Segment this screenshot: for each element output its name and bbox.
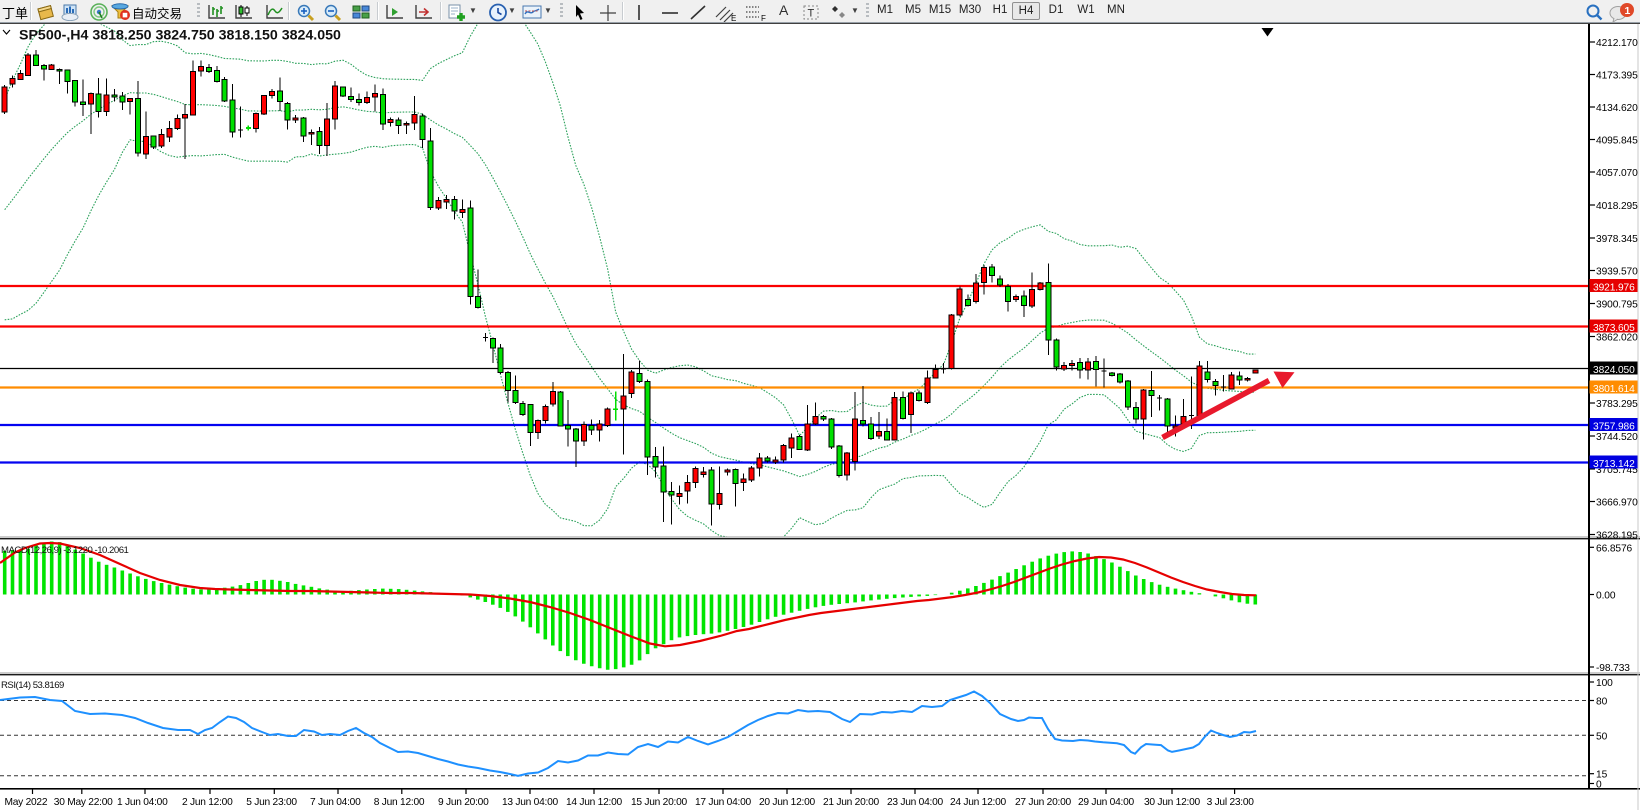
svg-text:SP500-,H4 3818.250 3824.750 3: SP500-,H4 3818.250 3824.750 3818.150 382… (19, 28, 341, 44)
svg-text:3978.345: 3978.345 (1596, 234, 1638, 245)
svg-text:1: 1 (1625, 5, 1631, 17)
svg-text:7 Jun 04:00: 7 Jun 04:00 (310, 797, 361, 808)
svg-text:20 Jun 12:00: 20 Jun 12:00 (759, 797, 815, 808)
svg-text:30 May 22:00: 30 May 22:00 (54, 797, 113, 808)
svg-text:3862.020: 3862.020 (1596, 333, 1638, 344)
svg-text:3 Jul 23:00: 3 Jul 23:00 (1207, 797, 1255, 808)
svg-text:4095.845: 4095.845 (1596, 136, 1638, 147)
svg-text:RSI(14) 53.8169: RSI(14) 53.8169 (1, 680, 64, 691)
svg-text:3824.050: 3824.050 (1593, 365, 1635, 376)
svg-text:F: F (761, 14, 766, 22)
svg-text:5 Jun 23:00: 5 Jun 23:00 (246, 797, 297, 808)
svg-text:3666.970: 3666.970 (1596, 498, 1638, 509)
svg-text:24 Jun 12:00: 24 Jun 12:00 (950, 797, 1006, 808)
svg-text:MACD(12,26,9) -3.1220 -10.2061: MACD(12,26,9) -3.1220 -10.2061 (1, 545, 129, 556)
svg-text:4018.295: 4018.295 (1596, 201, 1638, 212)
svg-text:0.00: 0.00 (1596, 591, 1616, 602)
svg-text:13 Jun 04:00: 13 Jun 04:00 (502, 797, 558, 808)
svg-text:4212.170: 4212.170 (1596, 38, 1638, 49)
svg-text:T: T (808, 8, 815, 20)
svg-text:29 Jun 04:00: 29 Jun 04:00 (1078, 797, 1134, 808)
svg-text:3921.976: 3921.976 (1593, 283, 1635, 294)
svg-text:2 Jun 12:00: 2 Jun 12:00 (182, 797, 233, 808)
svg-text:May 2022: May 2022 (5, 797, 48, 808)
svg-text:23 Jun 04:00: 23 Jun 04:00 (887, 797, 943, 808)
svg-text:3783.295: 3783.295 (1596, 399, 1638, 410)
svg-text:E: E (731, 14, 736, 22)
svg-text:-98.733: -98.733 (1596, 663, 1630, 674)
svg-text:15 Jun 20:00: 15 Jun 20:00 (631, 797, 687, 808)
svg-text:3744.520: 3744.520 (1596, 432, 1638, 443)
svg-text:66.8576: 66.8576 (1596, 543, 1633, 554)
svg-text:8 Jun 12:00: 8 Jun 12:00 (374, 797, 425, 808)
svg-text:4134.620: 4134.620 (1596, 103, 1638, 114)
svg-text:0: 0 (1596, 780, 1602, 791)
svg-text:27 Jun 20:00: 27 Jun 20:00 (1015, 797, 1071, 808)
svg-text:50: 50 (1596, 731, 1608, 742)
svg-text:4173.395: 4173.395 (1596, 71, 1638, 82)
svg-text:3705.745: 3705.745 (1596, 465, 1638, 476)
svg-text:4057.070: 4057.070 (1596, 168, 1638, 179)
svg-text:21 Jun 20:00: 21 Jun 20:00 (823, 797, 879, 808)
svg-text:3873.605: 3873.605 (1593, 323, 1635, 334)
svg-text:3713.142: 3713.142 (1593, 459, 1635, 470)
svg-text:17 Jun 04:00: 17 Jun 04:00 (695, 797, 751, 808)
svg-text:3900.795: 3900.795 (1596, 300, 1638, 311)
svg-text:15: 15 (1596, 770, 1608, 781)
svg-text:3939.570: 3939.570 (1596, 267, 1638, 278)
svg-text:3757.986: 3757.986 (1593, 422, 1635, 433)
svg-text:3628.195: 3628.195 (1596, 531, 1638, 542)
svg-text:3801.614: 3801.614 (1593, 384, 1635, 395)
svg-text:14 Jun 12:00: 14 Jun 12:00 (566, 797, 622, 808)
svg-text:100: 100 (1596, 678, 1613, 689)
svg-text:30 Jun 12:00: 30 Jun 12:00 (1144, 797, 1200, 808)
svg-text:80: 80 (1596, 697, 1608, 708)
svg-text:9 Jun 20:00: 9 Jun 20:00 (438, 797, 489, 808)
svg-text:1 Jun 04:00: 1 Jun 04:00 (117, 797, 168, 808)
